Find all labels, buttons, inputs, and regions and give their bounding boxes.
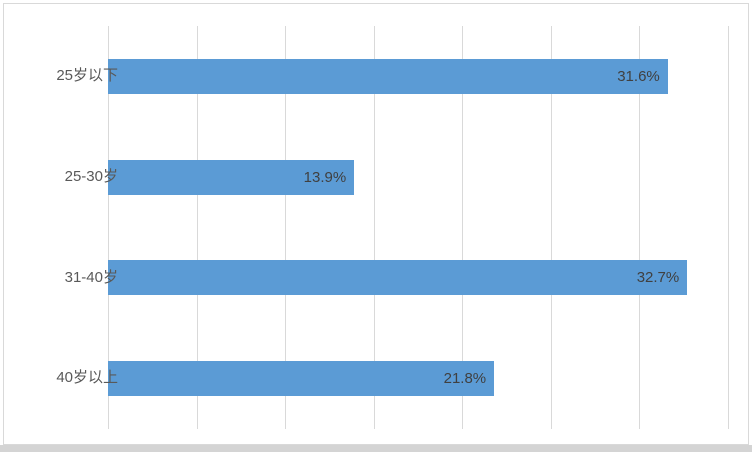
bar-25岁以下: 31.6% xyxy=(108,58,668,94)
data-label: 31.6% xyxy=(617,67,660,85)
vertical-gridline xyxy=(196,26,198,429)
data-label: 21.8% xyxy=(443,370,487,388)
data-label: 13.9% xyxy=(303,168,347,186)
category-label: 31-40岁 xyxy=(64,268,118,286)
bar-row: 31.6% xyxy=(108,26,728,127)
bar-25-30岁: 13.9% xyxy=(108,159,355,195)
category-label: 40岁以上 xyxy=(56,369,118,387)
vertical-gridline xyxy=(639,26,641,429)
data-label: 32.7% xyxy=(636,269,680,287)
bar-31-40岁: 32.7% xyxy=(108,260,688,296)
plot-area: 31.6% 13.9% 32.7% 21.8% xyxy=(108,26,729,429)
vertical-gridline xyxy=(550,26,552,429)
vertical-gridline xyxy=(462,26,464,429)
category-label: 25-30岁 xyxy=(64,167,118,185)
vertical-gridline xyxy=(285,26,287,429)
bottom-edge-strip xyxy=(0,445,752,452)
bar-row: 32.7% xyxy=(108,228,728,329)
value-axis-line xyxy=(108,26,109,429)
bar-40岁以上: 21.8% xyxy=(108,361,495,397)
category-label: 25岁以下 xyxy=(56,67,118,84)
vertical-gridline xyxy=(728,26,729,429)
vertical-gridline xyxy=(373,26,375,429)
chart-frame: 31.6% 13.9% 32.7% 21.8% 25岁以下 25-30岁 31-40岁 40… xyxy=(3,3,749,445)
bar-row: 13.9% xyxy=(108,127,728,228)
bar-row: 21.8% xyxy=(108,328,728,429)
